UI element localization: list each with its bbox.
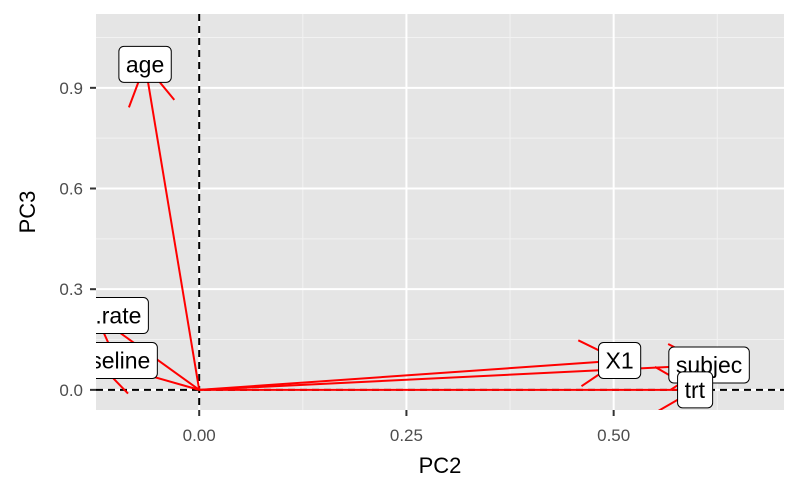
vector-label-vsbaseline: vsbaseline bbox=[42, 342, 158, 379]
y-tick-label: 0.3 bbox=[59, 280, 83, 299]
vector-label-zure-rate: zure.rate bbox=[51, 297, 149, 335]
x-tick-label: 0.25 bbox=[390, 426, 423, 445]
vector-label-text-vsbaseline: vsbaseline bbox=[42, 348, 151, 374]
x-tick-label: 0.50 bbox=[597, 426, 630, 445]
vector-label-box-vsbaseline bbox=[96, 342, 158, 379]
vector-label-text-zure-rate: zure.rate bbox=[51, 303, 142, 329]
vector-age bbox=[144, 64, 201, 391]
y-axis: 0.0 0.3 0.6 0.9 bbox=[59, 79, 96, 400]
vector-label-x1: X1 bbox=[598, 342, 642, 379]
vector-label-box-age bbox=[118, 45, 172, 83]
vector-label-box-zure-rate bbox=[96, 297, 149, 335]
vector-x1 bbox=[199, 359, 620, 391]
vector-label-trt: trt bbox=[677, 371, 714, 409]
vector-label-text-age: age bbox=[126, 51, 164, 77]
vector-label-text-trt: trt bbox=[685, 377, 706, 403]
vector-label-text-x1: X1 bbox=[606, 348, 634, 374]
x-axis-title: PC2 bbox=[419, 453, 462, 478]
x-axis: 0.00 0.25 0.50 bbox=[183, 410, 630, 445]
x-tick-label: 0.00 bbox=[183, 426, 216, 445]
y-tick-label: 0.0 bbox=[59, 381, 83, 400]
vector-label-box-trt bbox=[677, 371, 714, 409]
vector-label-box-x1 bbox=[598, 342, 642, 379]
y-tick-label: 0.9 bbox=[59, 79, 83, 98]
vector-label-age: age bbox=[118, 45, 172, 83]
y-tick-label: 0.6 bbox=[59, 180, 83, 199]
y-axis-title: PC3 bbox=[15, 191, 40, 234]
